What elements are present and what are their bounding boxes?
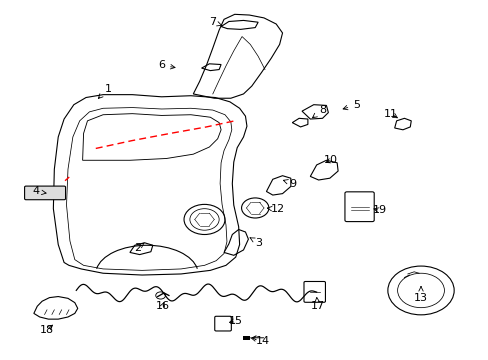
Text: 19: 19 (372, 206, 386, 216)
Text: 11: 11 (383, 109, 397, 119)
Text: 2: 2 (133, 243, 143, 253)
Text: 17: 17 (310, 297, 324, 311)
Text: 9: 9 (283, 179, 296, 189)
Text: 16: 16 (155, 301, 169, 311)
Text: 1: 1 (98, 84, 111, 98)
Text: 18: 18 (40, 325, 54, 335)
Text: 6: 6 (158, 60, 175, 70)
Text: 13: 13 (413, 287, 427, 303)
Text: 8: 8 (312, 105, 325, 118)
Text: 7: 7 (209, 17, 222, 27)
Text: 14: 14 (250, 336, 269, 346)
Text: 10: 10 (324, 155, 338, 165)
Text: 3: 3 (249, 238, 262, 248)
Text: 4: 4 (32, 186, 46, 197)
FancyBboxPatch shape (24, 186, 65, 200)
Text: 15: 15 (228, 316, 242, 325)
Text: 12: 12 (267, 204, 284, 215)
Text: 5: 5 (343, 100, 360, 110)
